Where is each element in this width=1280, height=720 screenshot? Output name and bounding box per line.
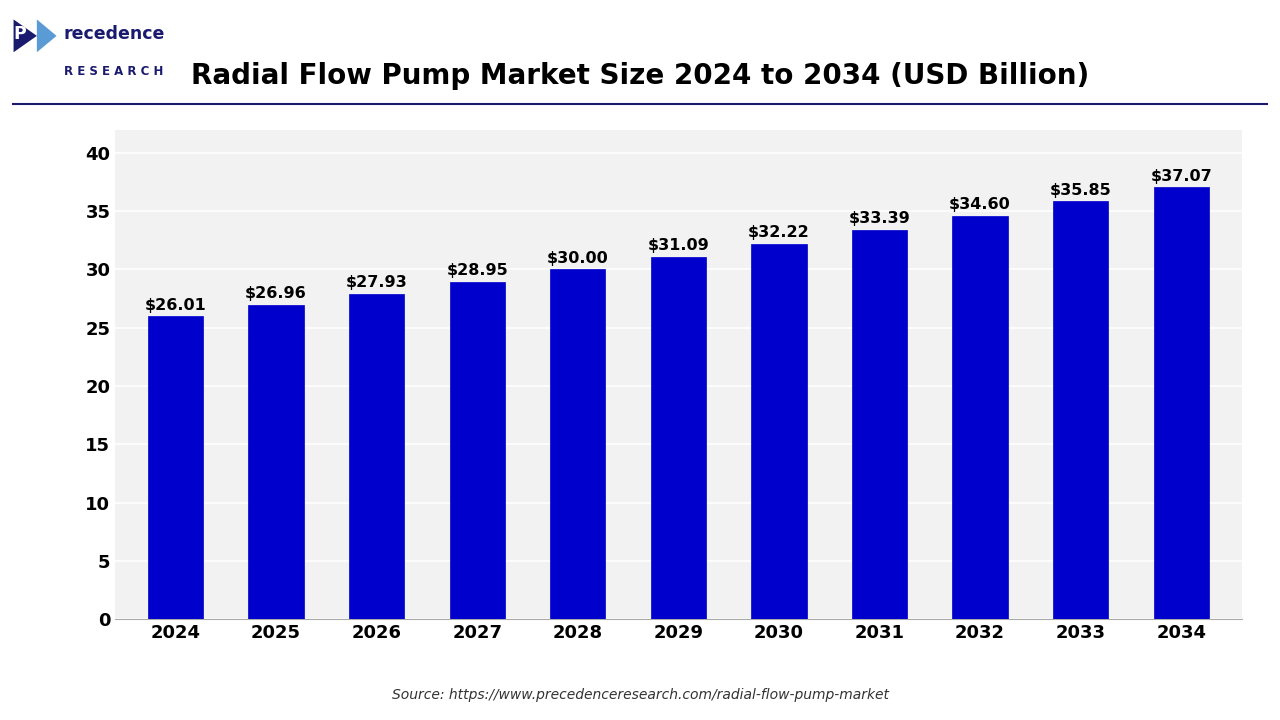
Text: $30.00: $30.00: [547, 251, 609, 266]
Bar: [550, 269, 605, 619]
Text: $28.95: $28.95: [447, 264, 508, 278]
Text: $32.22: $32.22: [748, 225, 810, 240]
Text: $34.60: $34.60: [950, 197, 1011, 212]
Bar: [148, 316, 204, 619]
Bar: [650, 257, 707, 619]
Text: $31.09: $31.09: [648, 238, 709, 253]
Bar: [1053, 202, 1108, 619]
Text: P: P: [14, 25, 27, 43]
Text: $37.07: $37.07: [1151, 168, 1212, 184]
Text: Radial Flow Pump Market Size 2024 to 2034 (USD Billion): Radial Flow Pump Market Size 2024 to 203…: [191, 62, 1089, 89]
Bar: [248, 305, 303, 619]
Bar: [952, 216, 1007, 619]
Bar: [449, 282, 504, 619]
Bar: [1153, 187, 1208, 619]
Text: R E S E A R C H: R E S E A R C H: [64, 65, 163, 78]
Text: $27.93: $27.93: [346, 275, 407, 290]
Text: Source: https://www.precedenceresearch.com/radial-flow-pump-market: Source: https://www.precedenceresearch.c…: [392, 688, 888, 702]
Text: recedence: recedence: [64, 25, 165, 43]
Text: $26.96: $26.96: [246, 287, 307, 302]
Text: $35.85: $35.85: [1050, 183, 1111, 198]
Bar: [751, 243, 806, 619]
Bar: [852, 230, 908, 619]
Polygon shape: [37, 19, 56, 53]
Polygon shape: [14, 19, 37, 53]
Text: $26.01: $26.01: [145, 297, 206, 312]
Text: $33.39: $33.39: [849, 212, 910, 227]
Bar: [349, 294, 404, 619]
